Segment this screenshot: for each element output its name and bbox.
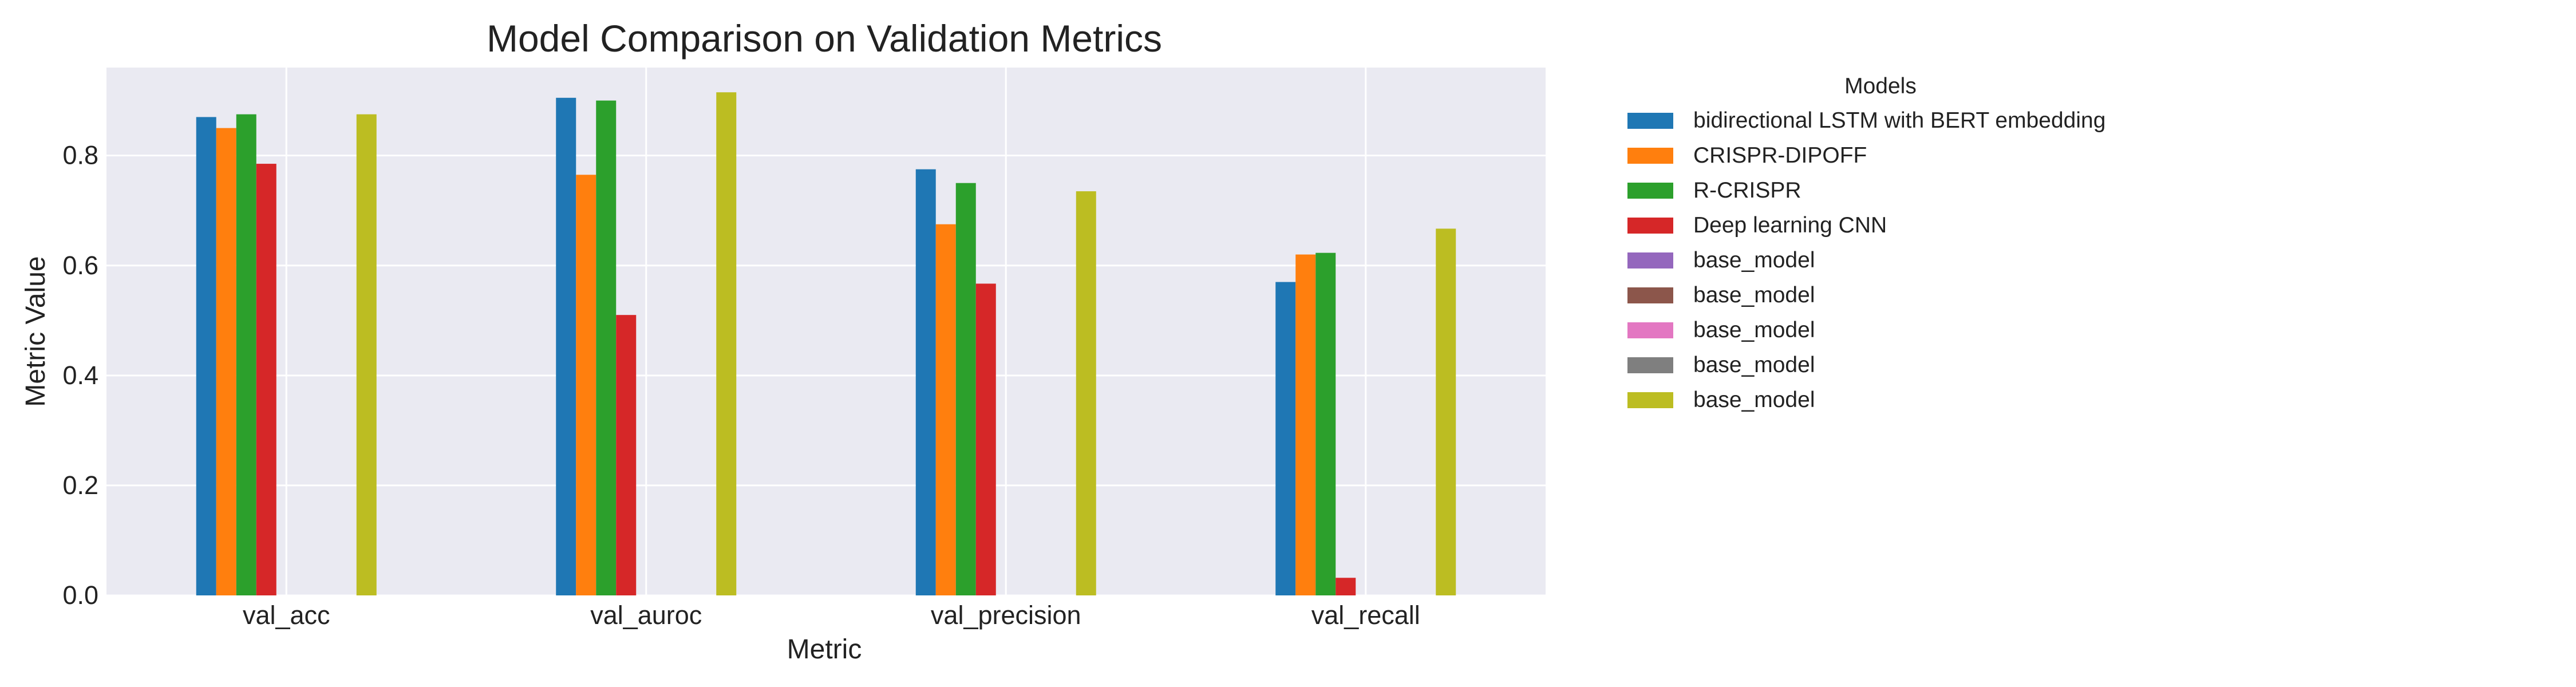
- bar: [716, 92, 737, 595]
- bar: [1336, 578, 1356, 595]
- bar: [1076, 191, 1096, 595]
- bar: [596, 100, 617, 595]
- bar: [256, 164, 276, 596]
- legend-swatch: [1627, 357, 1673, 373]
- x-tick-label: val_auroc: [590, 601, 702, 630]
- bar: [1436, 228, 1456, 595]
- bar: [1315, 252, 1336, 596]
- bar: [216, 128, 236, 596]
- y-axis-label: Metric Value: [21, 256, 51, 406]
- bar: [576, 175, 596, 595]
- legend-label: base_model: [1693, 388, 1815, 412]
- legend-swatch: [1627, 218, 1673, 234]
- legend-swatch: [1627, 287, 1673, 303]
- legend-label: base_model: [1693, 353, 1815, 377]
- legend-label: bidirectional LSTM with BERT embedding: [1693, 108, 2105, 133]
- bar: [1275, 282, 1296, 595]
- legend-label: R-CRISPR: [1693, 178, 1801, 203]
- legend-swatch: [1627, 252, 1673, 269]
- bar: [356, 114, 377, 595]
- chart-title: Model Comparison on Validation Metrics: [487, 17, 1162, 60]
- legend-swatch: [1627, 322, 1673, 338]
- legend: Models bidirectional LSTM with BERT embe…: [1627, 74, 2105, 412]
- legend-label: CRISPR-DIPOFF: [1693, 143, 1867, 168]
- x-axis-label: Metric: [787, 634, 862, 665]
- legend-swatch: [1627, 148, 1673, 164]
- legend-label: Deep learning CNN: [1693, 213, 1887, 238]
- legend-swatch: [1627, 113, 1673, 129]
- x-tick-label: val_precision: [931, 601, 1081, 630]
- y-tick-label: 0.8: [62, 141, 98, 170]
- x-tick-label: val_acc: [243, 601, 330, 630]
- legend-title: Models: [1844, 74, 1917, 98]
- bar: [1295, 254, 1316, 596]
- legend-swatch: [1627, 183, 1673, 199]
- y-tick-label: 0.4: [62, 361, 98, 390]
- bar: [236, 114, 256, 595]
- y-tick-label: 0.2: [62, 471, 98, 500]
- bar: [915, 169, 936, 595]
- bar: [556, 97, 576, 595]
- legend-label: base_model: [1693, 318, 1815, 342]
- y-tick-label: 0.6: [62, 251, 98, 280]
- legend-label: base_model: [1693, 283, 1815, 307]
- bar: [975, 283, 996, 596]
- y-tick-label: 0.0: [62, 581, 98, 610]
- bar: [955, 183, 976, 595]
- x-tick-label: val_recall: [1311, 601, 1420, 630]
- bar: [935, 224, 956, 595]
- legend-label: base_model: [1693, 248, 1815, 273]
- legend-swatch: [1627, 392, 1673, 408]
- bar: [616, 315, 637, 595]
- bar: [196, 117, 216, 595]
